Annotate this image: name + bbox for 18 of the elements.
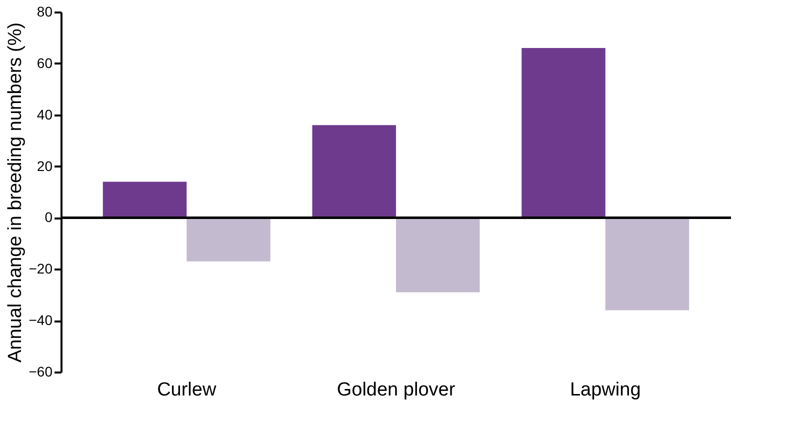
bar [312,125,396,218]
y-tick-label: 40 [36,106,53,122]
bar [186,218,270,262]
bar [522,48,606,218]
x-tick-label: Golden plover [336,380,456,400]
y-tick-label: 80 [36,4,53,20]
bar [396,218,480,292]
y-tick-label: −40 [28,312,53,328]
y-tick-label: 60 [36,54,53,71]
y-tick-label: −60 [28,364,53,380]
bar [102,182,187,218]
x-tick-label: Curlew [157,380,216,400]
y-tick-label: 20 [36,158,53,174]
bar [605,218,690,310]
y-tick-label: 0 [44,209,53,226]
x-tick-label: Lapwing [570,380,641,400]
y-tick-label: −20 [28,260,53,277]
y-axis-title: Annual change in breeding numbers (%) [4,22,26,363]
